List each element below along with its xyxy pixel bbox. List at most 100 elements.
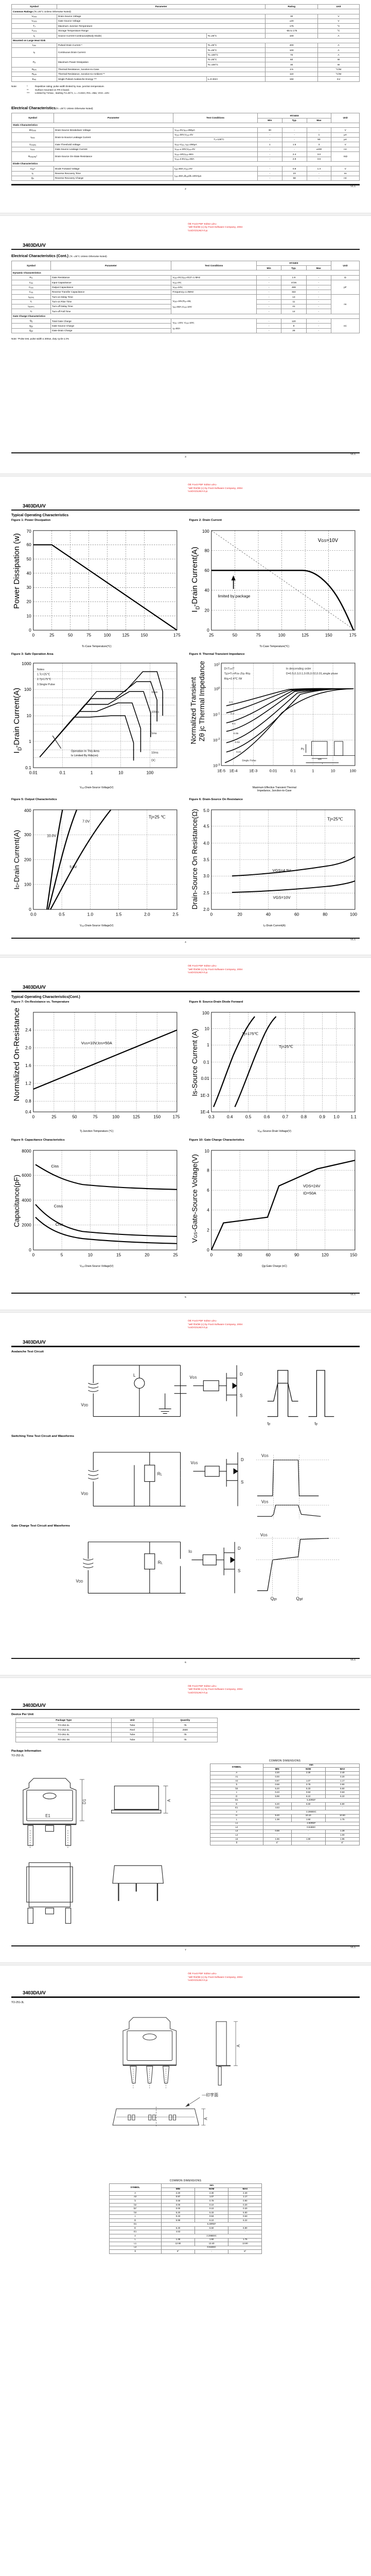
table-row: E1 4.63- - <box>209 1806 360 1810</box>
cell-rating: 30 <box>265 62 318 67</box>
cell-min: - <box>257 132 282 138</box>
cell-parameter: Thermal Resistance, Junction-to-Case <box>56 66 266 72</box>
svg-text:Rθjc=2.4℃ /W: Rθjc=2.4℃ /W <box>224 677 242 681</box>
table-row: Coss Output Capacitance VDS=24V, -469- <box>11 284 360 290</box>
figure-4: Figure 4: Thermal Transient Impedance No… <box>189 653 360 793</box>
to252-dimensions: COMMON DIMENSIONS SYMBOL mm MIN NOM MAX … <box>209 1759 360 1845</box>
cell-symbol: IDSS <box>11 132 54 143</box>
svg-text:Ciss: Ciss <box>51 1164 59 1168</box>
table-row: b3 5.20 5.33 5.50 <box>109 2210 262 2215</box>
svg-text:-Drain Current(A): -Drain Current(A) <box>190 547 199 607</box>
cell-symbol: ID <box>11 47 57 58</box>
cell-unit: °C/W <box>317 71 360 77</box>
figure-7-title: Figure 7: On-Resistance vs. Temperature <box>11 1000 69 1004</box>
page-separator <box>0 1310 371 1313</box>
svg-text:S: S <box>238 1569 240 1573</box>
cell-condition: VDD=15V,RG=4Ω, IDS=50A,VGS=10V <box>171 294 257 314</box>
cell-rating: ±20 <box>265 19 318 24</box>
part-number-heading: 3403D/U/V <box>23 503 46 510</box>
cell-max: 1.75 <box>325 1818 360 1822</box>
svg-text:50: 50 <box>72 1114 77 1119</box>
table-row: TO-252-2L Tube 75 <box>15 1722 218 1728</box>
svg-text:1.0: 1.0 <box>87 912 94 917</box>
col-symbol: Symbol <box>11 4 57 10</box>
svg-text:1.5: 1.5 <box>116 912 122 917</box>
svg-text:1ms: 1ms <box>151 732 157 735</box>
cell-min: 0.00 <box>262 1775 292 1780</box>
part-number-heading: 3403D/U/V <box>23 1990 46 1996</box>
table-row: b 0.68 0.78 0.90 <box>109 2199 262 2204</box>
foxit-watermark: ÓÉ Foxit PDF Editor ±à¼- °æÈ¨ËùÓÐ (c) by… <box>188 223 243 232</box>
cell-condition: TJ=125°C <box>173 137 258 143</box>
table-row: VGS=4.5V,IDS=50A -2.9 3.6 <box>12 156 360 162</box>
note-line: ** Surface mounted on FR-4 board. <box>27 88 70 91</box>
svg-text:Normalized Transient: Normalized Transient <box>189 677 197 744</box>
cell-min: 0.88 <box>262 1829 292 1834</box>
table-row: VGSS Gate-Source Voltage ±20 V <box>11 19 360 24</box>
svg-text:PD: PD <box>301 748 304 751</box>
cell-symbol: θ <box>109 2249 162 2254</box>
cell-min: - <box>257 166 282 172</box>
svg-text:0.01: 0.01 <box>236 751 241 754</box>
svg-text:VDD: VDD <box>81 1492 89 1496</box>
svg-text:Is Limited By Rds(on): Is Limited By Rds(on) <box>71 754 98 757</box>
cell-condition: Tc=25°C <box>206 33 266 39</box>
svg-text:1: 1 <box>312 768 314 773</box>
svg-text:100: 100 <box>104 633 111 638</box>
cell-condition: VDS =24V, VGS=10V, ID=50A <box>171 318 257 334</box>
col-nom: NOM <box>195 2187 229 2192</box>
svg-text:0.01: 0.01 <box>201 1076 209 1081</box>
cell-parameter: Single Pulsed-Avalanche Energy *** <box>56 76 207 82</box>
svg-text:Capacitance(pF): Capacitance(pF) <box>12 1175 21 1227</box>
cell-min: 0° <box>161 2249 196 2254</box>
foxit-watermark: ÓÉ Foxit PDF Editor ±à¼- °æÈ¨ËùÓÐ (c) by… <box>188 965 243 975</box>
col-max: MAX <box>228 2187 262 2192</box>
svg-text:10: 10 <box>26 714 31 718</box>
cell-max: 0.20 <box>228 2202 262 2208</box>
table-row: ID Continuous Drain Current Tc=25°C 100 A <box>11 47 360 58</box>
electrical-characteristics-heading: Electrical Characteristics(Tc =25°C Unle… <box>11 106 93 111</box>
cell-condition: VDS=30V,VGS=0V <box>173 132 258 138</box>
svg-text:0.02: 0.02 <box>235 741 240 744</box>
cell-min: - <box>256 299 282 305</box>
svg-text:0.5: 0.5 <box>245 1114 251 1119</box>
switching-time-test-circuit-heading: Switching Time Test Circuit and Waveform… <box>11 1435 74 1438</box>
cell-nom: - <box>291 1841 326 1845</box>
svg-text:VDD: VDD <box>76 1579 83 1584</box>
svg-text:100: 100 <box>214 686 220 691</box>
cell-unit: A <box>317 33 360 39</box>
svg-text:limited by package: limited by package <box>218 594 250 599</box>
table-row: E 6.40 6.60 6.80 <box>209 1802 360 1807</box>
svg-text:-Drain Current(A): -Drain Current(A) <box>12 688 21 748</box>
svg-text:10: 10 <box>204 1149 209 1154</box>
header-rule <box>11 248 360 250</box>
cell-min: 0.00 <box>161 2202 196 2208</box>
figure-1: Figure 1: Power Dissipation Power Dissip… <box>11 519 182 648</box>
svg-text:0.01: 0.01 <box>29 770 38 775</box>
svg-text:10: 10 <box>330 768 334 773</box>
cell-symbol: b3 <box>109 2210 162 2215</box>
svg-text:Tj=25℃: Tj=25℃ <box>327 817 343 821</box>
svg-text:20: 20 <box>26 600 31 604</box>
cell-max: 6.80 <box>325 1802 360 1807</box>
cell-max: 0.90 <box>325 1783 360 1787</box>
cell-unit: Tube <box>111 1737 153 1742</box>
cell-unit: V <box>317 13 360 20</box>
version-label: V1.1 <box>350 1294 356 1297</box>
svg-text:2.0: 2.0 <box>203 907 209 912</box>
figure-3-xlabel: VDS-Drain-Source Voltage(V) <box>80 786 114 789</box>
cell-typ: 120 <box>281 318 307 324</box>
svg-text:0: 0 <box>32 1252 35 1257</box>
cell-unit: V <box>331 166 360 172</box>
cell-nom: - <box>291 1775 326 1780</box>
svg-text:0.4: 0.4 <box>226 1114 233 1119</box>
cell-nom: 1.50 <box>195 2238 229 2243</box>
cell-symbol: VGS(th) <box>11 142 54 147</box>
svg-text:D: D <box>240 1371 243 1376</box>
cell-max: 5.50 <box>228 2210 262 2215</box>
svg-text:Qgs: Qgs <box>271 1597 277 1601</box>
cell-max: 3 <box>306 142 332 147</box>
table-row: A 2.20 2.30 2.40 <box>209 1771 360 1776</box>
cell-symbol: E1 <box>109 2230 162 2234</box>
svg-text:6: 6 <box>207 1188 209 1193</box>
